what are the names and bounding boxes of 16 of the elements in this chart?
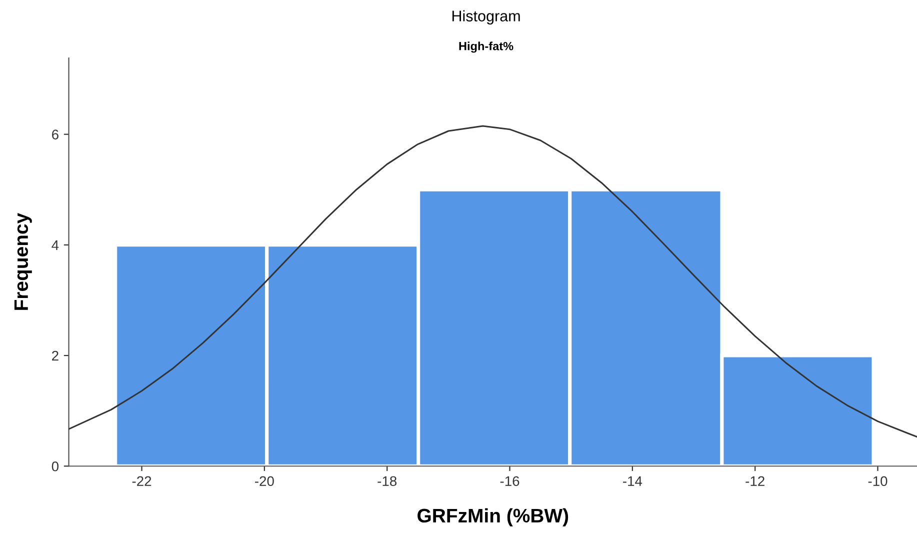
x-tick-label: -20: [255, 476, 274, 486]
chart-subtitle: High-fat%: [459, 42, 514, 53]
x-tick-label: -18: [378, 476, 397, 486]
x-tick-label: -16: [500, 476, 520, 486]
x-axis-title: GRFzMin (%BW): [418, 508, 568, 526]
y-tick-label: 6: [52, 130, 58, 140]
y-tick-label: 0: [52, 461, 59, 472]
x-tick-label: -12: [746, 476, 764, 486]
y-axis-title: Frequency: [14, 212, 32, 310]
y-tick-label: 4: [52, 240, 59, 250]
x-tick-label: -14: [623, 476, 642, 486]
y-tick-label: 2: [52, 350, 58, 361]
line-series: [68, 125, 917, 438]
x-tick-label: -10: [868, 476, 888, 486]
x-tick-label: -22: [132, 476, 152, 486]
chart-title: Histogram: [452, 10, 520, 24]
